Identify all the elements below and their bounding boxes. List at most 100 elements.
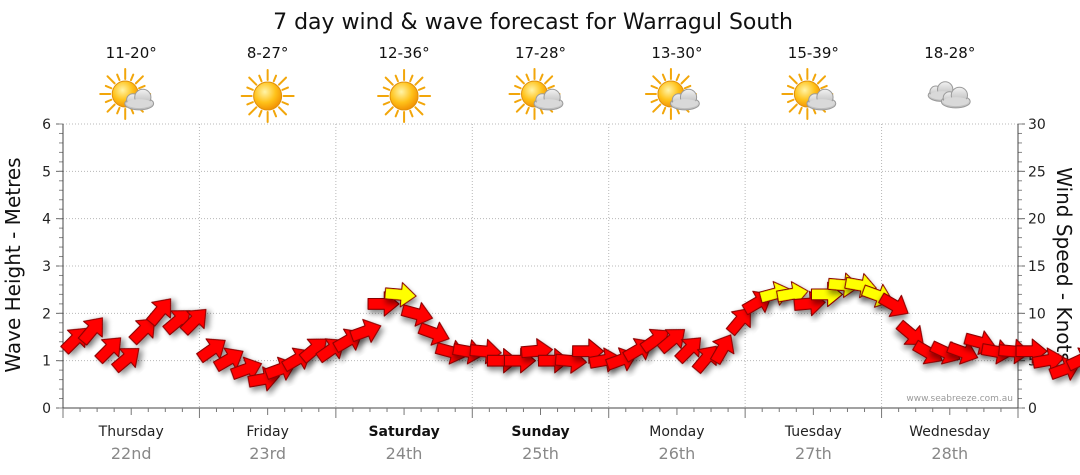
cloud-icon: [927, 81, 971, 109]
right-tick-label: 10: [1028, 306, 1046, 322]
day-date-tuesday: 27th: [795, 444, 832, 463]
sun-ray: [104, 84, 113, 90]
sun-ray: [248, 76, 258, 86]
wind-arrow: [656, 329, 686, 355]
sun-ray: [652, 75, 662, 85]
day-date-monday: 26th: [659, 444, 696, 463]
sun-ray: [246, 101, 254, 106]
sun-disc: [389, 81, 419, 111]
sun-ray: [384, 106, 394, 116]
wind-arrow: [946, 340, 979, 365]
temperature-sunday: 17-28°: [515, 44, 566, 62]
day-date-friday: 23rd: [249, 444, 286, 463]
sun-ray: [539, 73, 544, 82]
sun-ray: [394, 74, 399, 83]
wind-arrow: [878, 292, 909, 317]
day-name-tuesday: Tuesday: [784, 424, 842, 440]
day-name-friday: Friday: [246, 424, 288, 440]
sun-ray: [272, 109, 278, 118]
temperature-thursday: 11-20°: [106, 44, 157, 62]
day-labels: Thursday 22nd Friday 23rd Saturday 24th Sunday…: [98, 424, 991, 463]
sun-ray: [675, 73, 680, 82]
wind-arrow: [725, 307, 751, 337]
sun-ray: [661, 106, 667, 115]
wind-arrow: [349, 318, 382, 343]
sun-ray: [788, 103, 798, 113]
right-axis-ticks: 051015202530: [1028, 117, 1046, 417]
wind-arrow: [486, 348, 520, 374]
sun-ray: [258, 74, 263, 83]
wind-arrow: [710, 334, 735, 365]
wind-arrow: [111, 348, 140, 374]
partly-cloudy-icon: [508, 68, 564, 120]
sun-ray: [417, 86, 426, 91]
cloud-fill: [535, 99, 562, 109]
sun-ray: [650, 84, 659, 90]
wind-arrow: [417, 321, 450, 346]
day-date-saturday: 24th: [386, 444, 423, 463]
left-tick-label: 0: [42, 401, 51, 417]
left-tick-label: 1: [42, 354, 51, 370]
day-name-monday: Monday: [649, 424, 704, 440]
day-name-wednesday: Wednesday: [909, 424, 990, 440]
temperature-wednesday: 18-28°: [924, 44, 975, 62]
wind-arrow: [77, 317, 103, 346]
wind-arrows: [60, 272, 1080, 392]
sun-ray: [786, 84, 795, 90]
sun-ray: [525, 73, 530, 82]
sun-icon: [377, 69, 432, 123]
sun-ray: [281, 101, 289, 106]
sun-ray: [683, 84, 692, 90]
sun-ray: [272, 74, 278, 83]
wind-arrow: [384, 282, 417, 308]
sun-ray: [106, 75, 116, 85]
sun-ray: [277, 106, 288, 116]
partly-cloudy-icon: [644, 68, 700, 120]
sun-ray: [788, 75, 798, 85]
right-axis-label: Wind Speed - Knots: [1052, 167, 1076, 363]
sun-ray: [652, 103, 662, 113]
cloud-fill: [808, 99, 834, 109]
right-tick-label: 15: [1028, 259, 1046, 275]
temperature-tuesday: 15-39°: [788, 44, 839, 62]
sun-ray: [544, 75, 554, 85]
day-name-saturday: Saturday: [368, 424, 439, 440]
daily-temperatures: 11-20° 8-27° 12-36° 17-28° 13-30° 15-39° 18-28…: [106, 44, 976, 62]
sun-ray: [409, 74, 414, 83]
sun-ray: [104, 98, 113, 104]
left-axis-label: Wave Height - Metres: [1, 157, 25, 372]
right-tick-label: 25: [1028, 164, 1046, 180]
temperature-saturday: 12-36°: [379, 44, 430, 62]
temperature-friday: 8-27°: [247, 44, 289, 62]
sun-ray: [248, 106, 258, 116]
cloud-fill: [943, 97, 969, 107]
left-tick-label: 4: [42, 212, 51, 228]
day-date-wednesday: 28th: [931, 444, 968, 463]
wind-arrow: [128, 318, 156, 346]
sun-ray: [547, 84, 555, 90]
chart-axes: [56, 123, 1025, 418]
partly-cloudy-icon: [781, 68, 837, 120]
wind-arrow: [146, 298, 172, 327]
right-tick-label: 30: [1028, 117, 1046, 133]
sun-ray: [798, 73, 803, 82]
sun-ray: [414, 106, 424, 116]
day-name-thursday: Thursday: [98, 424, 164, 440]
right-tick-label: 20: [1028, 212, 1046, 228]
sun-ray: [650, 98, 659, 104]
sun-ray: [515, 75, 525, 85]
sun-ray: [661, 73, 667, 82]
wind-arrow: [674, 337, 702, 365]
weather-icons: [99, 68, 971, 123]
chart-title: 7 day wind & wave forecast for Warragul …: [273, 10, 793, 35]
sun-ray: [409, 109, 414, 118]
sun-ray: [394, 109, 399, 118]
right-tick-label: 0: [1028, 401, 1037, 417]
sun-ray: [525, 106, 530, 115]
left-tick-label: 5: [42, 164, 51, 180]
wind-arrow: [1065, 347, 1080, 372]
wind-arrow: [1031, 347, 1065, 373]
sun-ray: [138, 84, 146, 90]
partly-cloudy-icon: [99, 68, 155, 120]
sun-ray: [106, 103, 116, 113]
